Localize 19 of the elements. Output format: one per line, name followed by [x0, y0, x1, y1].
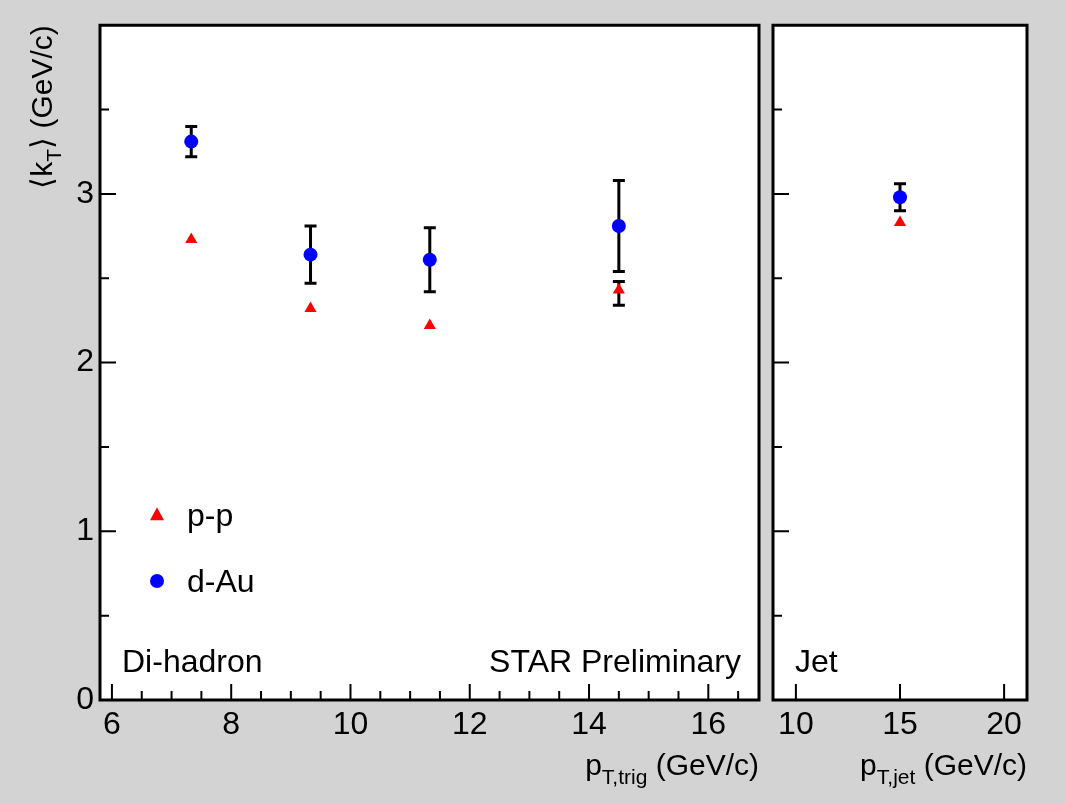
x-tick-label: 10	[778, 705, 814, 742]
legend-label: p-p	[187, 497, 234, 533]
y-axis-title: ⟨kT⟩ (GeV/c)	[25, 25, 65, 189]
x-tick-label: 20	[986, 705, 1022, 742]
x-tick-label: 16	[690, 705, 727, 742]
x-tick-label: 6	[103, 705, 121, 742]
legend-label: d-Au	[187, 563, 255, 599]
y-tick-label: 1	[76, 511, 94, 548]
x-tick-label: 14	[571, 705, 607, 742]
x-tick-label: 8	[222, 705, 241, 742]
annotation: STAR Preliminary	[489, 643, 741, 679]
annotation: Di-hadron	[122, 643, 263, 679]
y-tick-label: 2	[76, 342, 94, 379]
annotation: Jet	[795, 643, 838, 679]
y-tick-label: 3	[76, 173, 94, 210]
x-tick-label: 15	[882, 705, 918, 742]
x-tick-label: 12	[451, 705, 488, 742]
y-tick-label: 0	[76, 679, 94, 716]
x-tick-label: 10	[332, 705, 369, 742]
